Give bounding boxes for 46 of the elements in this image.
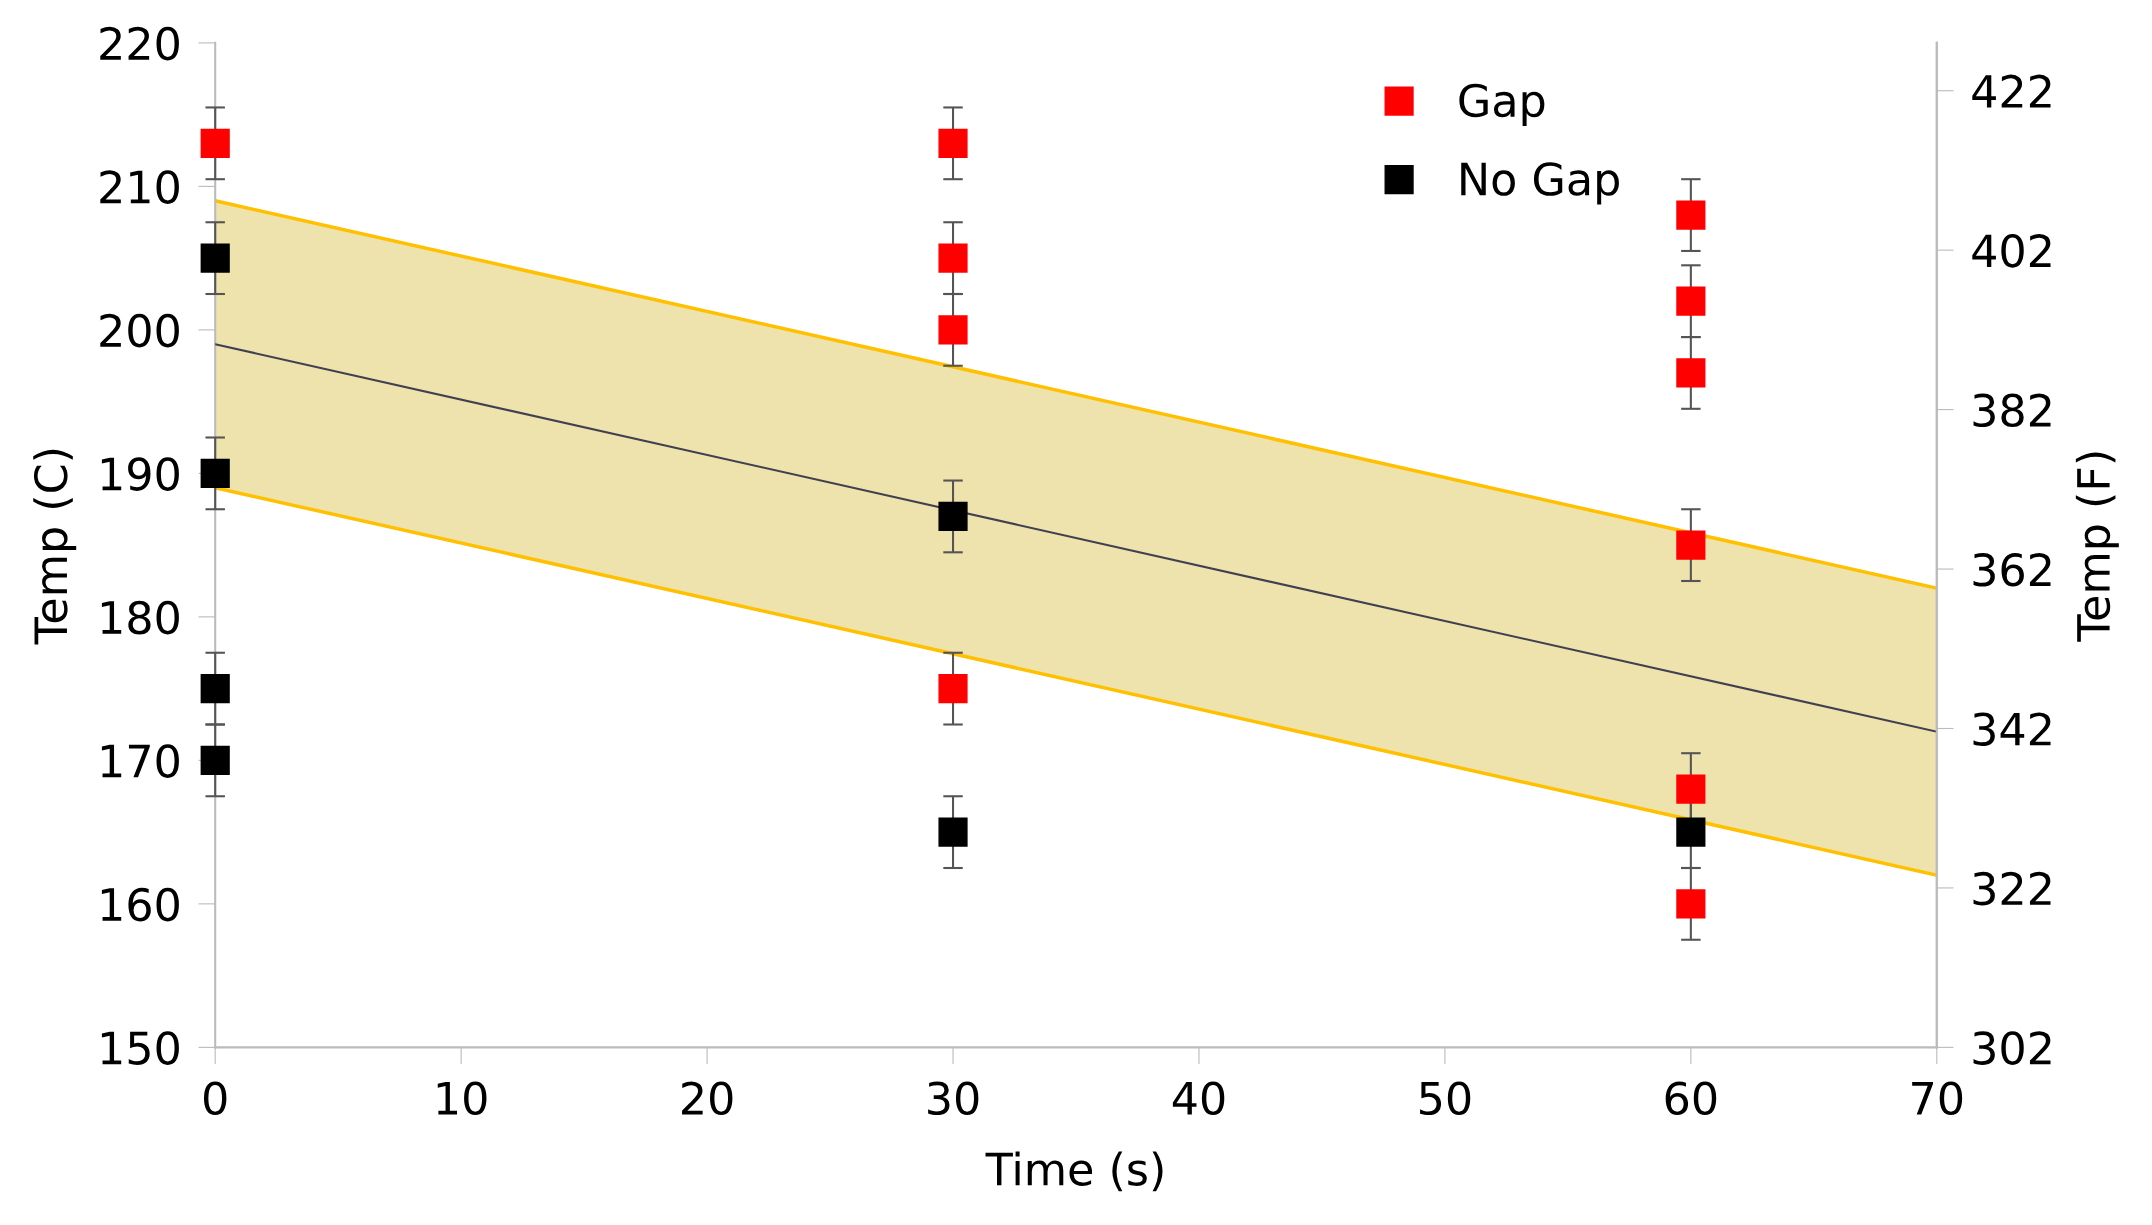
- point: [200, 458, 230, 488]
- point: [1676, 358, 1706, 388]
- x-tick-label: 20: [682, 1081, 733, 1116]
- x-axis-title: Time (s): [985, 1151, 1163, 1192]
- y-tick-label: 170: [101, 744, 179, 778]
- point: [200, 745, 230, 775]
- point: [200, 128, 230, 158]
- y-tick-label: 190: [101, 457, 179, 491]
- y-tick-label: 210: [100, 170, 179, 204]
- legend-label: Gap: [1459, 83, 1545, 126]
- point: [938, 315, 968, 345]
- x-tick-label: 60: [1665, 1081, 1717, 1116]
- y2-tick-label: 382: [1973, 393, 2051, 428]
- y2-tick-label: 302: [1973, 1031, 2051, 1065]
- y2-tick-label: 402: [1972, 234, 2051, 268]
- point: [1676, 889, 1706, 919]
- y-tick-label: 200: [100, 313, 179, 348]
- point: [200, 674, 230, 704]
- x-tick-label: 70: [1912, 1081, 1963, 1116]
- x-tick-label: 30: [928, 1081, 979, 1116]
- y2-tick-label: 362: [1973, 552, 2051, 587]
- y-tick-label: 220: [100, 26, 179, 61]
- legend-label: No Gap: [1461, 162, 1619, 205]
- x-tick-label: 10: [437, 1081, 487, 1116]
- y-tick-label: 160: [101, 887, 179, 922]
- y2-axis-title: Temp (F): [2075, 452, 2119, 642]
- point: [1676, 530, 1706, 560]
- y-tick-label: 150: [101, 1031, 179, 1065]
- point: [938, 128, 968, 158]
- y2-tick-label: 322: [1973, 871, 2051, 906]
- point: [938, 817, 968, 847]
- x-tick-label: 50: [1420, 1081, 1471, 1116]
- y-axis-title: Temp (C): [33, 449, 77, 645]
- point: [1676, 817, 1706, 847]
- point: [938, 243, 968, 273]
- point: [938, 501, 968, 532]
- y2-tick-label: 422: [1972, 74, 2051, 108]
- point: [938, 674, 968, 704]
- x-tick-label: 40: [1172, 1081, 1225, 1116]
- point: [200, 243, 230, 273]
- x-tick-label: 0: [203, 1081, 227, 1116]
- y-tick-label: 180: [101, 600, 179, 635]
- y2-tick-label: 342: [1973, 712, 2051, 746]
- point: [1676, 286, 1706, 316]
- point: [1676, 200, 1706, 230]
- point: [1676, 774, 1706, 804]
